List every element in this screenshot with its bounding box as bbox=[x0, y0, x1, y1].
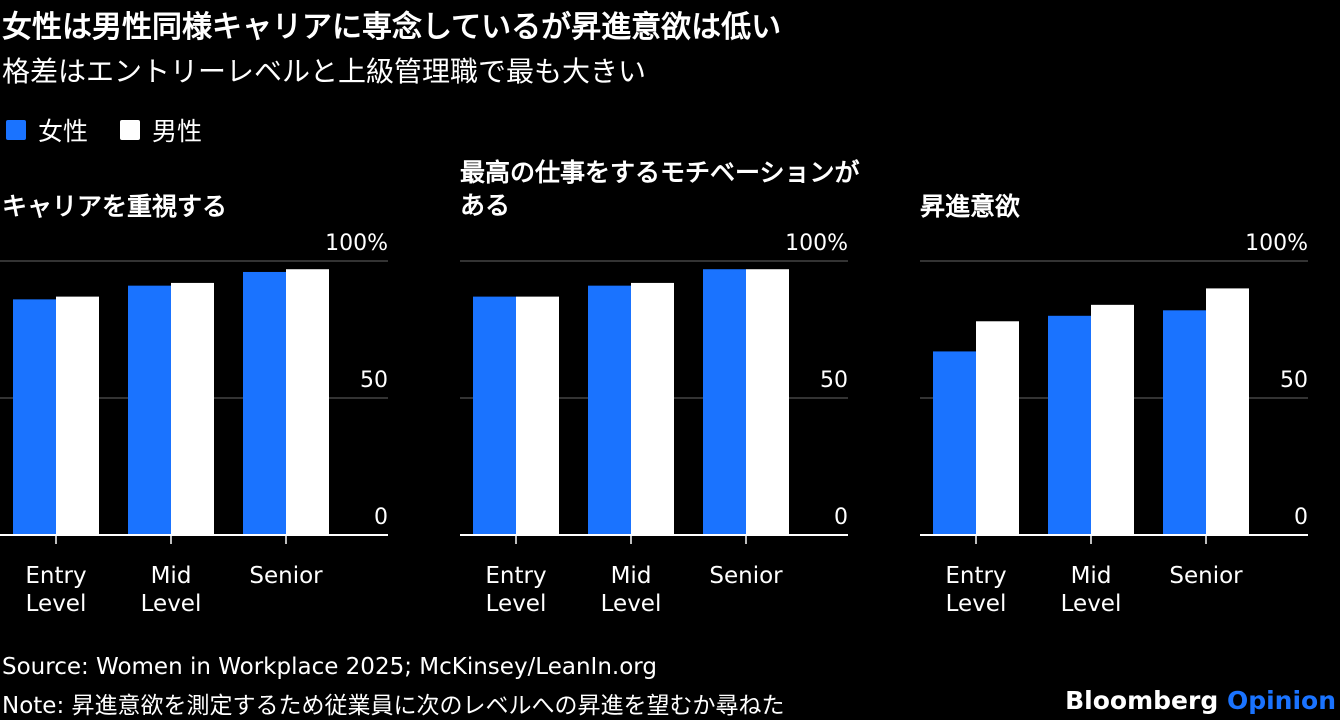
x-tick-label: Entry Level bbox=[25, 563, 86, 617]
bar-women bbox=[1163, 310, 1206, 535]
bar-men bbox=[286, 269, 329, 535]
bar-women bbox=[128, 285, 171, 535]
brand-suffix: Opinion bbox=[1226, 686, 1336, 715]
legend-label-men: 男性 bbox=[152, 117, 203, 146]
chart-title: 女性は男性同様キャリアに専念しているが昇進意欲は低い bbox=[2, 10, 782, 45]
y-tick-label: 50 bbox=[1280, 368, 1308, 393]
chart-panel-motivation: 0 50 100% Entry Level Mid Level Senior bbox=[460, 231, 848, 617]
x-tick-label: Senior bbox=[1169, 563, 1243, 589]
bar-men bbox=[1206, 288, 1249, 535]
legend-swatch-men bbox=[120, 120, 141, 140]
bar-women bbox=[703, 269, 746, 535]
bar-men bbox=[631, 282, 674, 535]
x-tick-label: Entry Level bbox=[945, 563, 1006, 617]
legend-swatch-women bbox=[6, 120, 26, 140]
legend-label-women: 女性 bbox=[38, 117, 89, 146]
bar-women bbox=[588, 285, 631, 535]
bar-women bbox=[473, 296, 516, 535]
x-tick-label: Entry Level bbox=[485, 563, 546, 617]
bar-women bbox=[933, 351, 976, 535]
x-tick-label: Senior bbox=[249, 563, 323, 589]
x-tick-label: Mid Level bbox=[141, 563, 202, 617]
bar-men bbox=[746, 269, 789, 535]
y-tick-label: 0 bbox=[374, 505, 388, 530]
bar-men bbox=[1091, 304, 1134, 535]
x-tick-label: Mid Level bbox=[1061, 563, 1122, 617]
y-tick-label: 0 bbox=[1294, 505, 1308, 530]
bar-women bbox=[13, 299, 56, 535]
panel-title-motivation: 最高の仕事をするモチベーションがある bbox=[460, 158, 860, 220]
y-tick-label: 0 bbox=[834, 505, 848, 530]
legend-item-women: 女性 bbox=[6, 112, 88, 148]
chart-panel-promotion: 0 50 100% Entry Level Mid Level Senior bbox=[920, 231, 1308, 617]
legend: 女性 男性 bbox=[6, 112, 234, 148]
bar-men bbox=[516, 296, 559, 535]
chart-subtitle: 格差はエントリーレベルと上級管理職で最も大きい bbox=[2, 55, 647, 88]
bar-men bbox=[976, 321, 1019, 535]
brand-logo: Bloomberg Opinion bbox=[1065, 686, 1336, 715]
bar-women bbox=[243, 271, 286, 535]
y-tick-label: 100% bbox=[1245, 231, 1308, 256]
bar-men bbox=[171, 282, 214, 535]
bar-women bbox=[1048, 315, 1091, 535]
source-note: Source: Women in Workplace 2025; McKinse… bbox=[2, 654, 657, 680]
y-tick-label: 50 bbox=[360, 368, 388, 393]
bar-men bbox=[56, 296, 99, 535]
y-tick-label: 100% bbox=[325, 231, 388, 256]
x-tick-label: Mid Level bbox=[601, 563, 662, 617]
legend-item-men: 男性 bbox=[120, 112, 202, 148]
x-tick-label: Senior bbox=[709, 563, 783, 589]
chart-panel-career: 0 50 100% Entry Level Mid Level Senior bbox=[0, 231, 388, 617]
y-tick-label: 50 bbox=[820, 368, 848, 393]
panel-title-career: キャリアを重視する bbox=[2, 192, 228, 221]
panel-title-promotion: 昇進意欲 bbox=[920, 192, 1021, 221]
y-tick-label: 100% bbox=[785, 231, 848, 256]
footnote: Note: 昇進意欲を測定するため従業員に次のレベルへの昇進を望むか尋ねた bbox=[2, 693, 785, 719]
brand-name: Bloomberg bbox=[1065, 686, 1219, 715]
